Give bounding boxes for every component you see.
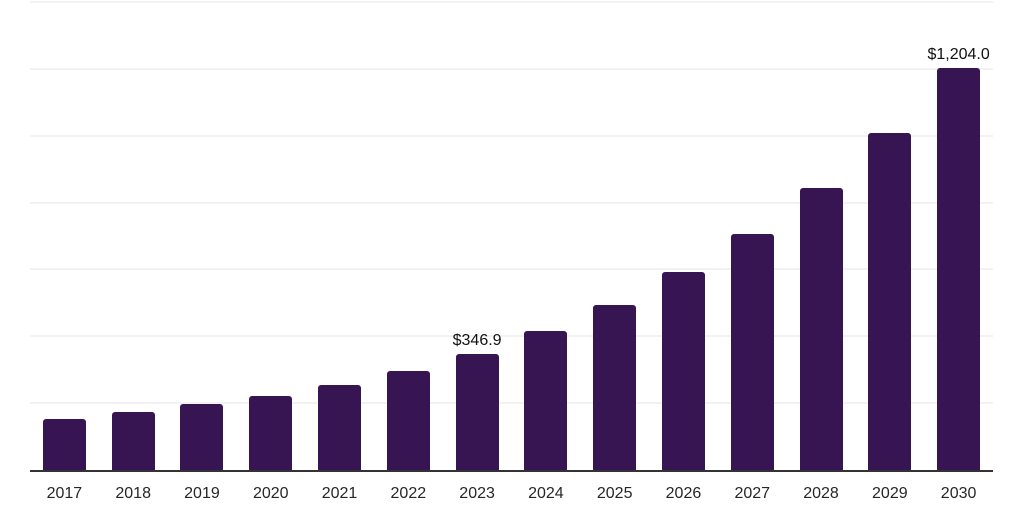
bar-2021 <box>318 384 362 470</box>
bar-2030 <box>937 67 981 470</box>
x-tick-label-2022: 2022 <box>390 485 427 502</box>
bar-2017 <box>42 418 86 470</box>
gridline <box>30 268 993 271</box>
gridline <box>30 1 993 3</box>
x-tick-label-2021: 2021 <box>321 485 358 502</box>
x-tick-label-2024: 2024 <box>528 485 564 502</box>
x-tick-label-2026: 2026 <box>665 485 702 502</box>
x-tick-label-2025: 2025 <box>596 485 633 502</box>
bar-2026 <box>661 272 705 470</box>
bar-2025 <box>593 304 637 470</box>
gridline <box>30 402 993 405</box>
x-axis-line <box>30 470 993 472</box>
gridline <box>30 335 993 338</box>
x-tick-label-2027: 2027 <box>734 485 771 502</box>
bar-2028 <box>799 187 843 470</box>
x-tick-label-2020: 2020 <box>252 485 289 502</box>
x-tick-label-2029: 2029 <box>872 485 908 502</box>
gridline <box>30 201 993 204</box>
x-tick-label-2018: 2018 <box>115 485 151 502</box>
x-tick-label-2028: 2028 <box>803 485 839 502</box>
bar-2018 <box>111 412 155 470</box>
bar-2027 <box>730 233 774 470</box>
x-tick-label-2019: 2019 <box>184 485 220 502</box>
bar-2024 <box>524 331 568 470</box>
data-label-2030: $1,204.0 <box>927 45 990 63</box>
bar-2022 <box>386 371 430 470</box>
bar-2020 <box>249 396 293 470</box>
x-tick-label-2030: 2030 <box>940 485 977 502</box>
data-label-2023: $346.9 <box>452 332 502 350</box>
x-tick-label-2023: 2023 <box>459 485 495 502</box>
bar-2023 <box>455 354 499 470</box>
bar-2019 <box>180 404 224 470</box>
x-tick-label-2017: 2017 <box>46 485 83 502</box>
gridline <box>30 67 993 70</box>
gridline <box>30 134 993 137</box>
bar-2029 <box>868 133 912 470</box>
